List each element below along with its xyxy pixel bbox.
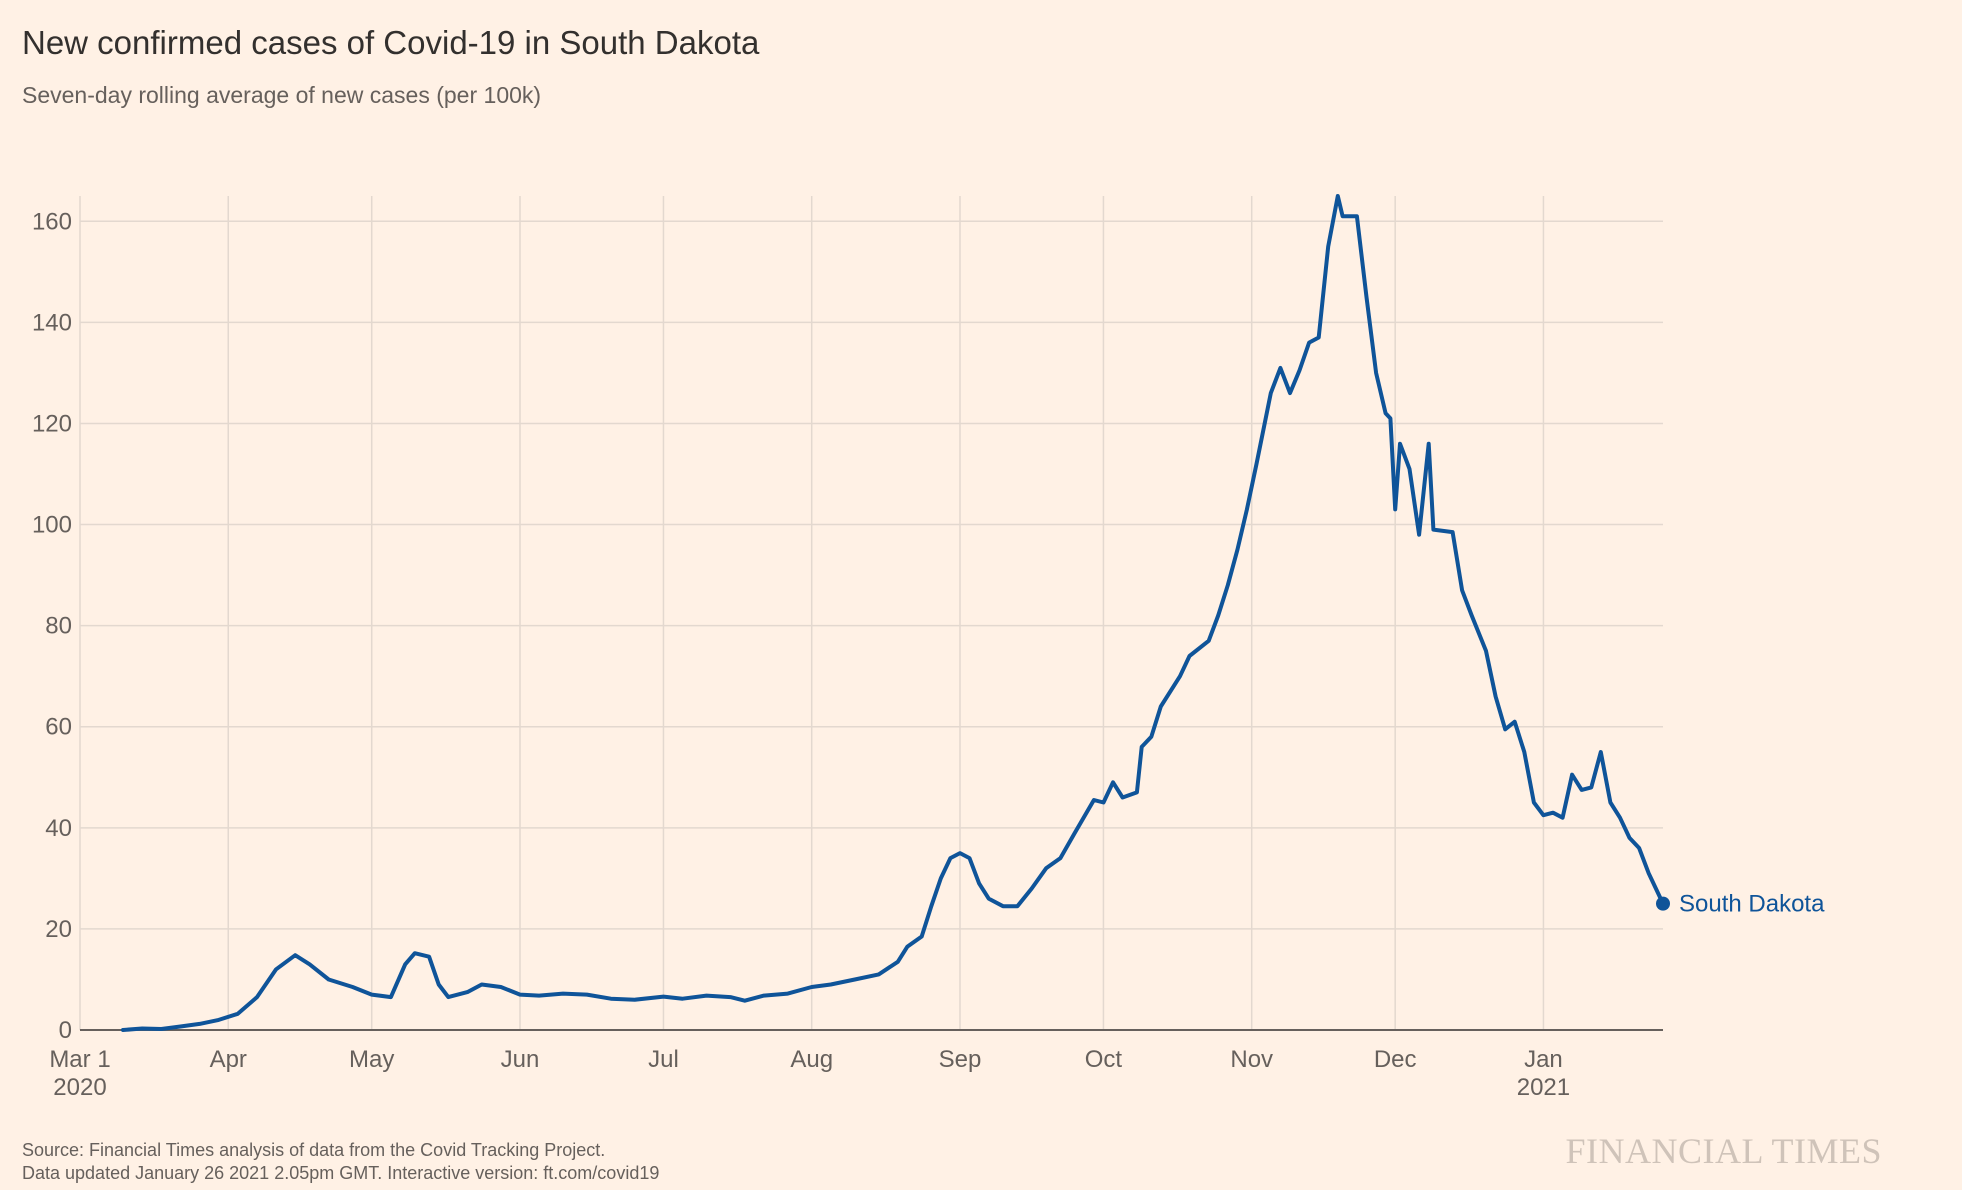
series-end-point [1656,896,1670,911]
x-tick-label: Oct [1085,1046,1123,1073]
y-tick-label: 80 [45,613,72,640]
brand-logo: FINANCIAL TIMES [1565,1131,1882,1171]
x-tick-label: Aug [790,1046,833,1073]
series-line-south-dakota [121,194,1665,1032]
x-tick-label: Mar 1 [49,1046,110,1073]
chart-title: New confirmed cases of Covid-19 in South… [22,24,760,61]
source-line: Source: Financial Times analysis of data… [22,1140,606,1160]
y-tick-label: 60 [45,714,72,741]
x-tick-label: Jul [648,1046,679,1073]
x-tick-year-label: 2020 [53,1074,106,1101]
source-note: Source: Financial Times analysis of data… [22,1139,659,1185]
x-tick-label: Apr [210,1046,247,1073]
series: South Dakota [121,194,1825,1032]
chart-subtitle: Seven-day rolling average of new cases (… [22,82,542,108]
y-tick-label: 140 [32,309,72,336]
x-tick-year-label: 2021 [1517,1074,1570,1101]
grid-lines [79,196,1663,1030]
x-tick-label: Nov [1230,1046,1273,1073]
data-updated-line: Data updated January 26 2021 2.05pm GMT.… [22,1163,660,1183]
x-tick-label: May [349,1046,394,1073]
y-tick-label: 40 [45,815,72,842]
x-tick-label: Sep [939,1046,982,1073]
x-tick-label: Jan [1524,1046,1563,1073]
series-label: South Dakota [1679,891,1825,918]
y-tick-label: 160 [32,208,72,235]
y-tick-label: 20 [45,916,72,943]
y-tick-label: 0 [59,1017,72,1044]
y-tick-label: 120 [32,410,72,437]
x-tick-label: Jun [501,1046,540,1073]
y-tick-label: 100 [32,512,72,539]
x-tick-label: Dec [1374,1046,1417,1073]
